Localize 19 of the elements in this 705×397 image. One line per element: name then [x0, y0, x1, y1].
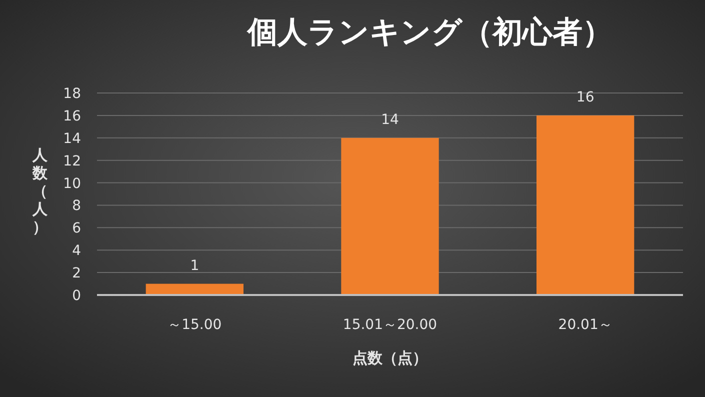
y-tick-label: 4	[72, 243, 82, 260]
data-label: 1	[190, 258, 200, 274]
x-tick-label: ～15.00	[168, 317, 222, 333]
y-axis-title: 人数（人）	[32, 146, 48, 236]
x-axis-title: 点数（点）	[352, 349, 428, 367]
y-tick-label: 10	[63, 176, 81, 192]
y-tick-label: 12	[63, 153, 81, 170]
y-tick-label: 8	[72, 198, 81, 214]
y-tick-label: 18	[63, 86, 81, 102]
y-tick-label: 14	[63, 130, 82, 147]
data-label: 14	[381, 112, 399, 128]
x-tick-label: 15.01～20.00	[342, 317, 438, 333]
chart-title: 個人ランキング（初心者）	[246, 15, 612, 50]
y-tick-label: 2	[72, 266, 81, 282]
y-tick-label: 0	[72, 288, 81, 304]
y-tick-label: 6	[72, 220, 82, 237]
data-label: 16	[576, 89, 594, 106]
y-tick-label: 16	[63, 108, 82, 124]
x-tick-label: 20.01～	[558, 317, 612, 333]
